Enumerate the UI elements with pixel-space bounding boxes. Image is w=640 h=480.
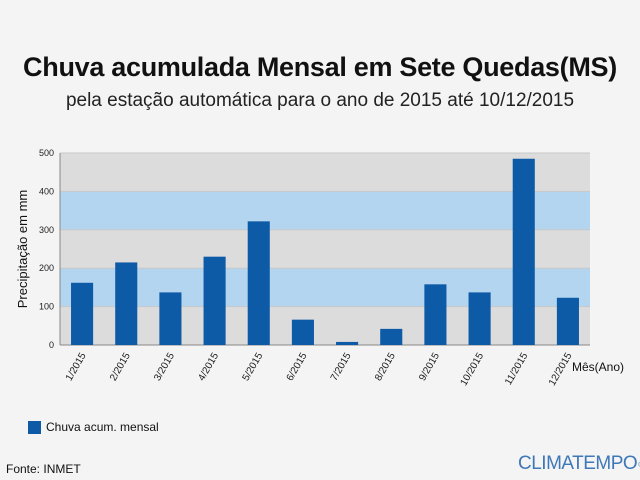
brand-name: CLIMATEMPO <box>518 453 638 474</box>
bar <box>247 221 270 345</box>
x-tick-label: 6/2015 <box>285 351 310 383</box>
bar-chart: 0 100 200 300 400 500 Precipitação em mm 1/2015… <box>15 148 624 388</box>
plot-band <box>60 191 590 230</box>
x-tick-label: 7/2015 <box>329 351 354 383</box>
legend-label: Chuva acum. mensal <box>46 420 159 434</box>
chart-subtitle: pela estação automática para o ano de 20… <box>65 90 575 111</box>
x-tick-label: 9/2015 <box>417 351 442 383</box>
chart-title: Chuva acumulada Mensal em Sete Quedas(MS… <box>23 52 617 82</box>
chart-legend: Chuva acum. mensal <box>28 420 159 434</box>
bar <box>115 262 138 345</box>
registered-mark-icon: ® <box>638 462 640 469</box>
bar <box>291 319 314 345</box>
y-axis-title: Precipitação em mm <box>15 190 30 308</box>
plot-band <box>60 229 590 269</box>
bar <box>424 284 447 345</box>
bar <box>380 328 403 345</box>
y-tick-label: 500 <box>39 148 54 158</box>
x-tick-label: 5/2015 <box>241 351 266 383</box>
y-tick-label: 0 <box>49 340 54 350</box>
bar <box>203 256 226 345</box>
brand-logo: CLIMATEMPO® <box>518 453 640 475</box>
source-label: Fonte: INMET <box>6 462 81 476</box>
bar <box>159 292 182 345</box>
bar <box>71 282 94 345</box>
plot-band <box>60 153 590 192</box>
bar <box>468 292 491 345</box>
x-axis-title: Mês(Ano) <box>572 360 624 374</box>
x-tick-label: 2/2015 <box>108 351 133 383</box>
x-tick-label: 11/2015 <box>503 351 530 388</box>
y-tick-label: 300 <box>39 225 54 235</box>
bar <box>512 158 535 345</box>
x-tick-label: 3/2015 <box>152 351 177 383</box>
plot-band <box>60 268 590 307</box>
bar <box>556 297 579 345</box>
x-tick-label: 10/2015 <box>459 351 487 388</box>
x-tick-label: 1/2015 <box>64 351 89 383</box>
y-tick-label: 400 <box>39 186 54 196</box>
x-tick-label: 4/2015 <box>196 351 221 383</box>
y-tick-label: 100 <box>39 302 54 312</box>
bar <box>336 341 359 345</box>
legend-swatch <box>28 420 41 434</box>
x-tick-label: 12/2015 <box>547 351 575 388</box>
plot-band <box>60 306 590 345</box>
y-tick-label: 200 <box>39 263 54 273</box>
x-tick-label: 8/2015 <box>373 351 398 383</box>
